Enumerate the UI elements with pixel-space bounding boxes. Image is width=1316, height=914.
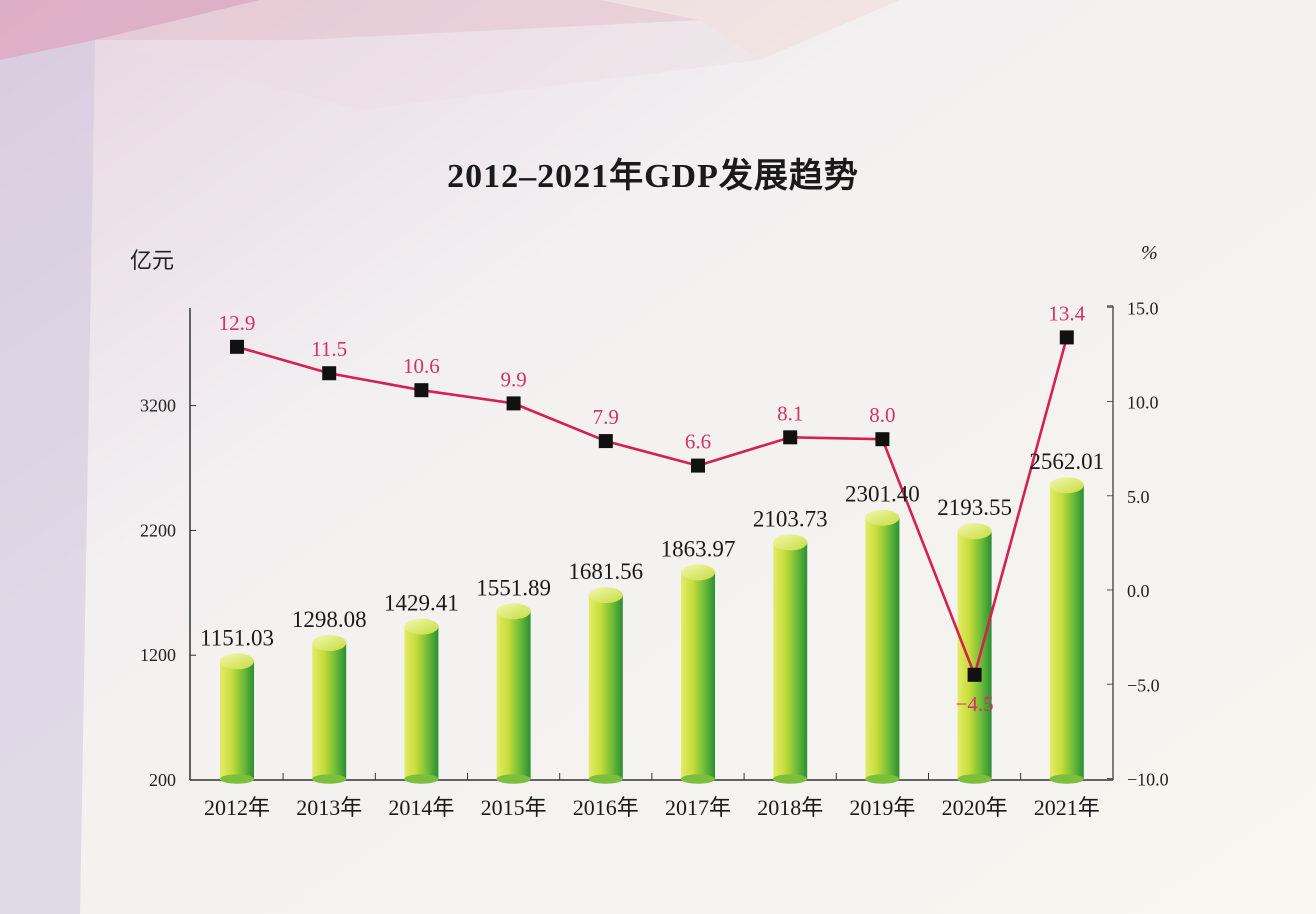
axes: 200 1200 2200 3200 −10.0 −5.0 0.0 5.0 10.0 15.0 20… <box>140 298 1169 820</box>
right-axis-tick-label: 15.0 <box>1127 298 1159 318</box>
right-axis-tick-label: 5.0 <box>1127 487 1150 507</box>
left-axis-tick-label: 200 <box>149 770 176 790</box>
x-axis-tick-label: 2019年 <box>849 795 915 820</box>
bar <box>1049 477 1084 784</box>
bar <box>404 618 439 784</box>
left-axis-tick-label: 2200 <box>140 520 176 540</box>
line-marker <box>967 667 982 682</box>
line-value-label: 8.0 <box>869 403 895 427</box>
line-marker <box>506 396 521 411</box>
x-axis-tick-label: 2015年 <box>481 795 547 820</box>
line-marker <box>783 430 798 445</box>
left-axis-tick-label: 1200 <box>140 645 176 665</box>
line-value-label: 11.5 <box>311 337 347 361</box>
right-axis-tick-label: 0.0 <box>1127 581 1150 601</box>
x-axis-tick-label: 2021年 <box>1034 795 1100 820</box>
bar-series <box>220 477 1084 784</box>
x-axis-tick-label: 2013年 <box>296 795 362 820</box>
bar <box>681 564 715 784</box>
line-value-label: −4.5 <box>956 692 994 716</box>
bar-value-label: 1863.97 <box>661 536 736 561</box>
line-marker <box>691 458 705 473</box>
x-axis-tick-label: 2020年 <box>942 795 1008 820</box>
line-marker <box>230 339 244 354</box>
right-axis-tick-label: −10.0 <box>1127 770 1169 790</box>
x-axis-tick-label: 2018年 <box>757 795 823 820</box>
bar-value-label: 1681.56 <box>568 559 643 584</box>
line-marker <box>1059 330 1074 345</box>
bar <box>220 653 254 784</box>
line-marker <box>414 383 429 398</box>
left-axis-tick-label: 3200 <box>140 396 176 416</box>
left-axis-unit: 亿元 <box>130 248 175 273</box>
x-axis-tick-label: 2012年 <box>204 795 270 820</box>
bar-value-label: 1429.41 <box>384 591 459 616</box>
x-axis-tick-label: 2017年 <box>665 795 731 820</box>
bar <box>312 634 347 784</box>
bar-value-label: 2301.40 <box>845 482 920 507</box>
line-value-label: 12.9 <box>219 311 256 335</box>
line-value-label: 13.4 <box>1048 301 1085 325</box>
right-axis-tick-label: 10.0 <box>1127 393 1159 413</box>
bar <box>957 523 992 784</box>
line-value-label: 9.9 <box>500 367 526 391</box>
bar <box>773 534 808 784</box>
data-labels: 1151.03 1298.08 1429.41 1551.89 1681.56 1863.… <box>200 301 1104 715</box>
x-axis-tick-label: 2016年 <box>573 795 639 820</box>
line-value-label: 8.1 <box>777 401 803 425</box>
bar-value-label: 1298.08 <box>292 607 367 632</box>
line-value-label: 10.6 <box>403 354 440 378</box>
bar-value-label: 2193.55 <box>937 495 1012 520</box>
line-value-label: 7.9 <box>593 405 619 429</box>
right-axis-unit: % <box>1141 242 1158 264</box>
chart-title: 2012–2021年GDP发展趋势 <box>447 158 859 195</box>
line-value-label: 6.6 <box>685 430 711 454</box>
bar <box>865 509 900 784</box>
line-marker <box>598 434 613 449</box>
bar <box>588 587 623 784</box>
bar-value-label: 2103.73 <box>753 506 828 531</box>
bar-value-label: 2562.01 <box>1029 449 1104 474</box>
bar-value-label: 1151.03 <box>200 625 274 650</box>
x-axis-tick-label: 2014年 <box>388 795 454 820</box>
bar <box>496 603 531 784</box>
line-marker <box>322 366 337 381</box>
line-marker <box>875 432 890 447</box>
right-axis-tick-label: −5.0 <box>1127 675 1160 695</box>
line-series <box>230 330 1074 682</box>
bar-value-label: 1551.89 <box>476 575 551 600</box>
